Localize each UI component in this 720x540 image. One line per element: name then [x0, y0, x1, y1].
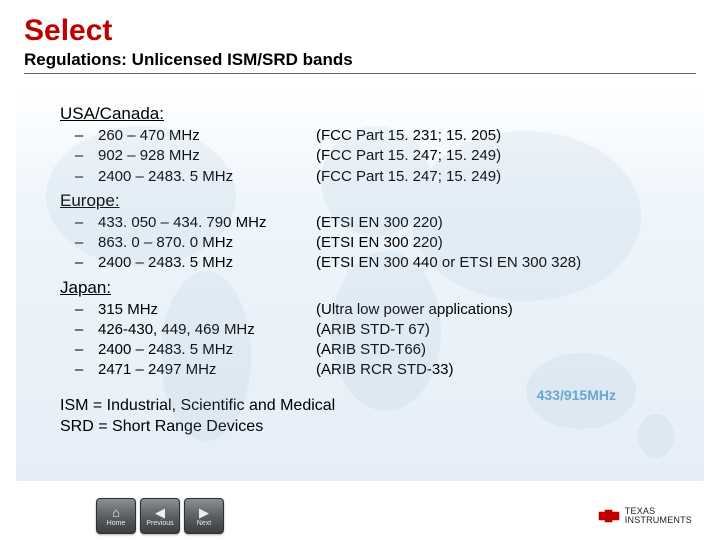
freq-value: 2400 – 2483. 5 MHz [98, 253, 316, 273]
reg-value: (ETSI EN 300 220) [316, 213, 674, 233]
list-item: –260 – 470 MHz(FCC Part 15. 231; 15. 205… [60, 126, 674, 146]
nav-label: Previous [146, 520, 173, 527]
freq-value: 902 – 928 MHz [98, 146, 316, 166]
list-item: –426-430, 449, 469 MHz(ARIB STD-T 67) [60, 320, 674, 340]
freq-value: 315 MHz [98, 300, 316, 320]
reg-value: (FCC Part 15. 247; 15. 249) [316, 167, 674, 187]
footnote-line: SRD = Short Range Devices [60, 416, 674, 438]
home-button[interactable]: ⌂ Home [96, 498, 136, 534]
frequency-badge: 433/915MHz [537, 387, 616, 403]
reg-value: (ARIB STD-T66) [316, 340, 674, 360]
list-item: –902 – 928 MHz(FCC Part 15. 247; 15. 249… [60, 146, 674, 166]
nav-label: Home [107, 520, 126, 527]
reg-value: (ETSI EN 300 440 or ETSI EN 300 328) [316, 253, 674, 273]
reg-value: (Ultra low power applications) [316, 300, 674, 320]
region-title: Japan: [60, 278, 674, 298]
nav-label: Next [197, 520, 211, 527]
ti-logo: TEXAS INSTRUMENTS [598, 507, 692, 525]
reg-value: (ETSI EN 300 220) [316, 233, 674, 253]
slide-title: Select [24, 14, 696, 48]
reg-value: (ARIB RCR STD-33) [316, 360, 674, 380]
list-item: –2400 – 2483. 5 MHz(ARIB STD-T66) [60, 340, 674, 360]
ti-chip-icon [598, 509, 620, 523]
freq-value: 2471 – 2497 MHz [98, 360, 316, 380]
region-title: Europe: [60, 191, 674, 211]
content-panel: USA/Canada: –260 – 470 MHz(FCC Part 15. … [16, 86, 704, 481]
nav-button-group: ⌂ Home ◀ Previous ▶ Next [96, 498, 224, 534]
arrow-left-icon: ◀ [155, 506, 165, 519]
slide-subtitle: Regulations: Unlicensed ISM/SRD bands [24, 50, 696, 74]
freq-value: 863. 0 – 870. 0 MHz [98, 233, 316, 253]
reg-value: (FCC Part 15. 247; 15. 249) [316, 146, 674, 166]
arrow-right-icon: ▶ [199, 506, 209, 519]
logo-line: INSTRUMENTS [625, 516, 692, 525]
freq-value: 2400 – 2483. 5 MHz [98, 340, 316, 360]
freq-value: 433. 050 – 434. 790 MHz [98, 213, 316, 233]
freq-value: 426-430, 449, 469 MHz [98, 320, 316, 340]
previous-button[interactable]: ◀ Previous [140, 498, 180, 534]
home-icon: ⌂ [112, 506, 120, 519]
list-item: –863. 0 – 870. 0 MHz(ETSI EN 300 220) [60, 233, 674, 253]
logo-text: TEXAS INSTRUMENTS [625, 507, 692, 525]
freq-value: 2400 – 2483. 5 MHz [98, 167, 316, 187]
next-button[interactable]: ▶ Next [184, 498, 224, 534]
list-item: –2400 – 2483. 5 MHz(ETSI EN 300 440 or E… [60, 253, 674, 273]
reg-value: (FCC Part 15. 231; 15. 205) [316, 126, 674, 146]
freq-value: 260 – 470 MHz [98, 126, 316, 146]
reg-value: (ARIB STD-T 67) [316, 320, 674, 340]
list-item: –433. 050 – 434. 790 MHz(ETSI EN 300 220… [60, 213, 674, 233]
region-title: USA/Canada: [60, 104, 674, 124]
list-item: –2400 – 2483. 5 MHz(FCC Part 15. 247; 15… [60, 167, 674, 187]
list-item: –315 MHz(Ultra low power applications) [60, 300, 674, 320]
list-item: –2471 – 2497 MHz(ARIB RCR STD-33) [60, 360, 674, 380]
